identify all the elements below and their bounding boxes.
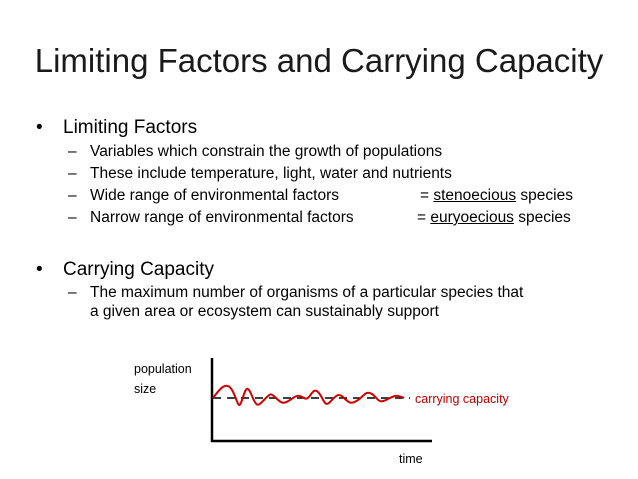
dash-icon: – — [68, 165, 77, 182]
subitem-text: Variables which constrain the growth of … — [90, 143, 443, 160]
bullet-limiting-factors: • Limiting Factors — [36, 116, 197, 140]
y-axis-label-line1: population — [134, 362, 192, 376]
dash-icon: – — [68, 187, 77, 204]
bullet-icon: • — [36, 117, 43, 138]
bullet-icon: • — [36, 259, 43, 280]
species-term: stenoecious — [433, 187, 517, 204]
species-term: euryoecious — [430, 209, 514, 226]
y-axis-label-line2: size — [134, 382, 157, 396]
subitem: – Narrow range of environmental factors =… — [68, 208, 571, 228]
species-definition: = euryoecious species — [417, 208, 571, 228]
subitem: – The maximum number of organisms of a pa… — [68, 283, 523, 303]
subitem-text: Narrow range of environmental factors — [90, 209, 354, 226]
subitem-text: These include temperature, light, water … — [90, 165, 452, 182]
slide-title: Limiting Factors and Carrying Capacity — [34, 42, 604, 79]
subitem-continuation: a given area or ecosystem can sustainabl… — [90, 303, 439, 320]
subitem-text: The maximum number of organisms of a par… — [90, 284, 524, 301]
subitem: – These include temperature, light, water… — [68, 164, 452, 184]
x-axis-label: time — [399, 452, 423, 466]
equals-sign: = — [420, 187, 434, 204]
species-suffix: species — [516, 187, 573, 204]
bullet-label: Carrying Capacity — [63, 259, 214, 280]
subitem: – Wide range of environmental factors = s… — [68, 186, 573, 206]
dash-icon: – — [68, 143, 77, 160]
equals-sign: = — [417, 209, 431, 226]
species-suffix: species — [513, 209, 571, 226]
subitem: – Variables which constrain the growth of… — [68, 142, 442, 162]
carrying-capacity-label: carrying capacity — [415, 392, 509, 406]
dash-icon: – — [68, 209, 77, 226]
species-definition: = stenoecious species — [420, 186, 573, 206]
dash-icon: – — [68, 284, 77, 301]
bullet-label: Limiting Factors — [63, 117, 198, 138]
bullet-carrying-capacity: • Carrying Capacity — [36, 258, 214, 282]
subitem-text: Wide range of environmental factors — [90, 187, 339, 204]
population-curve — [212, 384, 405, 406]
